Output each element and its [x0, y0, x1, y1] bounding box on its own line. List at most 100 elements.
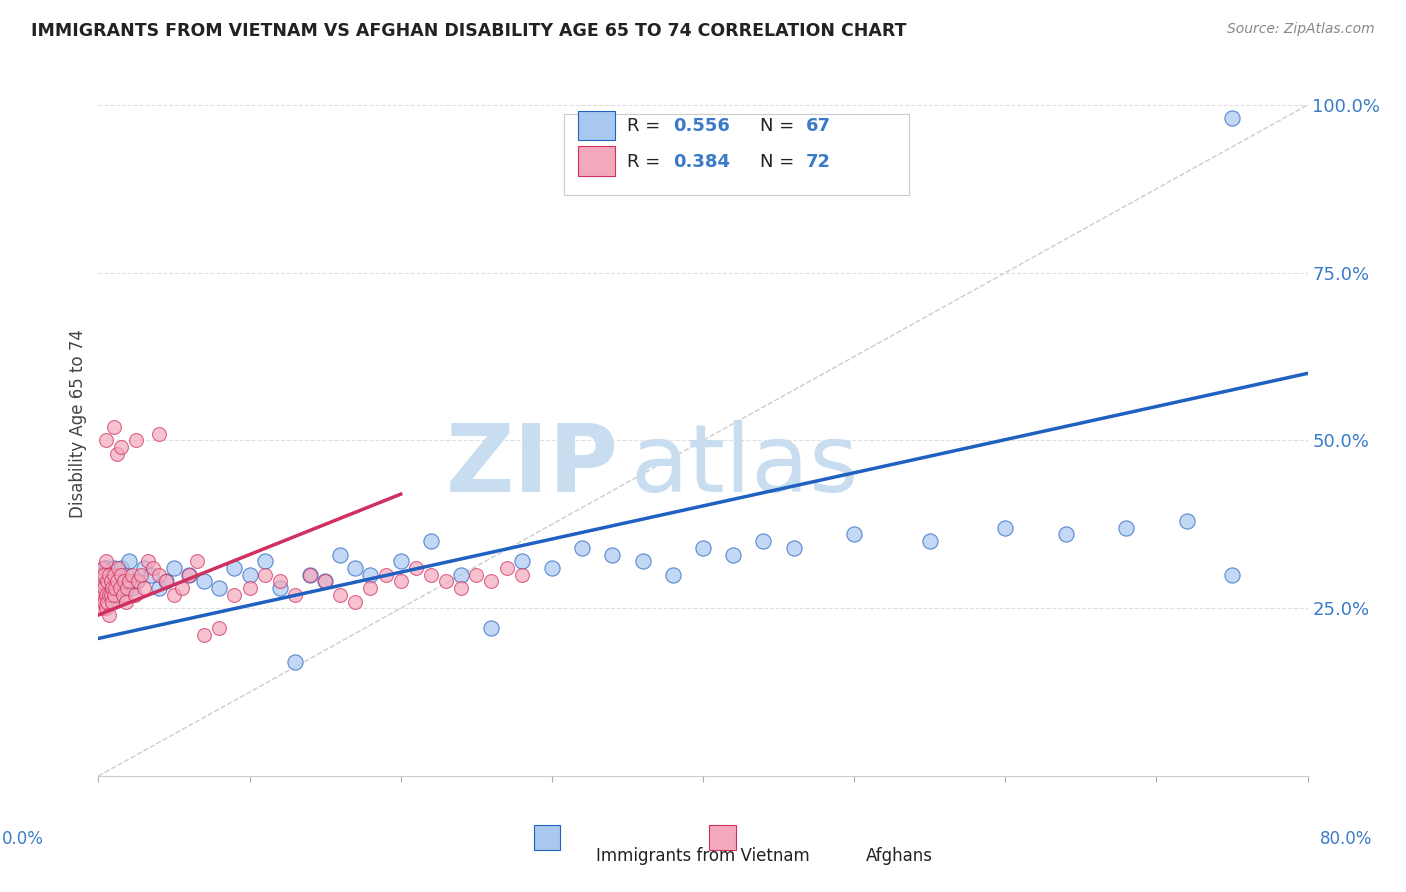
Point — [450, 581, 472, 595]
Y-axis label: Disability Age 65 to 74: Disability Age 65 to 74 — [69, 329, 87, 518]
Point — [208, 621, 231, 635]
Point — [90, 581, 112, 595]
Point — [360, 581, 382, 595]
Text: Source: ZipAtlas.com: Source: ZipAtlas.com — [1227, 22, 1375, 37]
Point — [125, 574, 148, 589]
Point — [93, 581, 115, 595]
Bar — [578, 146, 614, 176]
Point — [100, 574, 122, 589]
Point — [101, 581, 124, 595]
Point — [723, 548, 745, 562]
Point — [389, 554, 412, 568]
Point — [115, 581, 138, 595]
Point — [103, 588, 125, 602]
Point — [90, 594, 112, 608]
Point — [100, 581, 122, 595]
Point — [239, 581, 262, 595]
Point — [329, 588, 352, 602]
Point — [155, 574, 177, 589]
Point — [98, 607, 121, 622]
Text: Immigrants from Vietnam: Immigrants from Vietnam — [596, 847, 810, 865]
Point — [91, 561, 114, 575]
Point — [783, 541, 806, 555]
Point — [253, 554, 276, 568]
Point — [1054, 527, 1077, 541]
Point — [98, 588, 121, 602]
Point — [179, 567, 201, 582]
Point — [163, 561, 186, 575]
Point — [284, 655, 307, 669]
Point — [101, 588, 124, 602]
Text: IMMIGRANTS FROM VIETNAM VS AFGHAN DISABILITY AGE 65 TO 74 CORRELATION CHART: IMMIGRANTS FROM VIETNAM VS AFGHAN DISABI… — [31, 22, 907, 40]
Point — [114, 567, 136, 582]
Point — [148, 567, 170, 582]
Point — [96, 581, 118, 595]
Point — [284, 588, 307, 602]
Point — [510, 567, 533, 582]
Text: R =: R = — [627, 118, 666, 136]
Point — [405, 561, 427, 575]
Point — [389, 574, 412, 589]
Point — [124, 588, 146, 602]
Point — [163, 588, 186, 602]
Point — [224, 588, 246, 602]
Point — [93, 561, 115, 575]
Point — [269, 581, 291, 595]
Point — [148, 581, 170, 595]
Point — [104, 581, 127, 595]
Point — [96, 561, 118, 575]
Point — [179, 567, 201, 582]
Point — [314, 574, 336, 589]
Point — [631, 554, 654, 568]
Point — [374, 567, 396, 582]
Point — [253, 567, 276, 582]
Point — [129, 567, 152, 582]
Point — [98, 594, 121, 608]
Point — [110, 440, 132, 454]
Point — [1220, 567, 1243, 582]
Point — [105, 574, 128, 589]
Point — [360, 567, 382, 582]
Point — [450, 567, 472, 582]
Point — [90, 574, 112, 589]
Point — [112, 574, 135, 589]
Text: N =: N = — [759, 153, 800, 170]
Point — [994, 521, 1017, 535]
Point — [90, 567, 112, 582]
Text: 67: 67 — [806, 118, 831, 136]
Text: Afghans: Afghans — [866, 847, 934, 865]
Text: ZIP: ZIP — [446, 420, 619, 512]
Point — [1115, 521, 1137, 535]
Bar — [578, 111, 614, 140]
Point — [344, 594, 367, 608]
Point — [465, 567, 488, 582]
Point — [1175, 514, 1198, 528]
Text: 72: 72 — [806, 153, 831, 170]
Point — [540, 561, 562, 575]
Point — [94, 588, 117, 602]
Point — [224, 561, 246, 575]
Point — [94, 554, 117, 568]
Point — [571, 541, 593, 555]
Point — [96, 574, 118, 589]
FancyBboxPatch shape — [564, 113, 908, 194]
Text: 0.556: 0.556 — [672, 118, 730, 136]
Point — [186, 554, 208, 568]
Point — [111, 588, 134, 602]
Text: atlas: atlas — [630, 420, 859, 512]
Point — [91, 594, 114, 608]
Point — [420, 567, 443, 582]
Text: R =: R = — [627, 153, 666, 170]
Point — [127, 574, 149, 589]
Point — [269, 574, 291, 589]
Text: 0.384: 0.384 — [672, 153, 730, 170]
Point — [118, 574, 141, 589]
Point — [495, 561, 517, 575]
Point — [481, 621, 503, 635]
Point — [91, 567, 114, 582]
Point — [93, 574, 115, 589]
Point — [844, 527, 866, 541]
Point — [107, 588, 129, 602]
Point — [170, 581, 193, 595]
Point — [100, 567, 122, 582]
